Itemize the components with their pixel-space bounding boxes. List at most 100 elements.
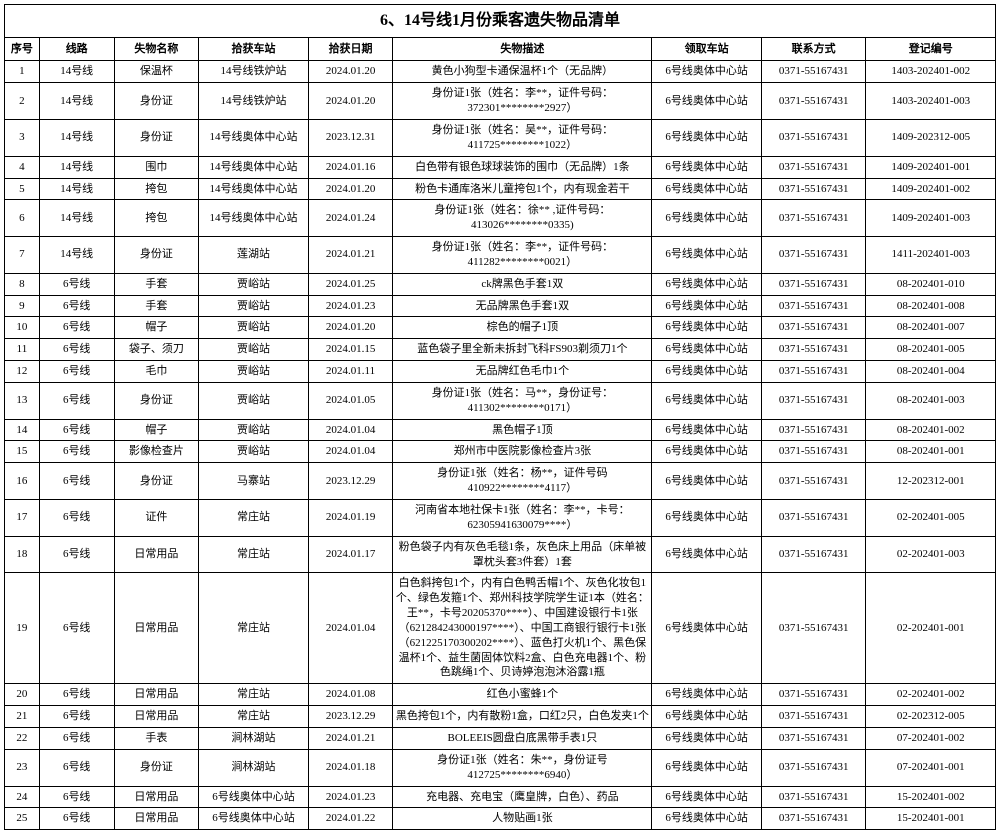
cell: 14号线 (39, 61, 114, 83)
cell: 贾峪站 (199, 441, 309, 463)
cell: 1411-202401-003 (866, 237, 996, 274)
column-header: 序号 (5, 37, 40, 61)
cell: 02-202401-002 (866, 684, 996, 706)
cell: 常庄站 (199, 500, 309, 537)
cell: 0371-55167431 (761, 273, 866, 295)
cell: 帽子 (114, 317, 199, 339)
cell: 6号线奥体中心站 (652, 200, 762, 237)
cell: 6号线奥体中心站 (652, 83, 762, 120)
cell: 6号线奥体中心站 (652, 573, 762, 684)
cell: 郑州市中医院影像检查片3张 (393, 441, 652, 463)
cell: 身份证1张（姓名：吴**，证件号码：411725********1022） (393, 119, 652, 156)
cell: 2024.01.17 (308, 536, 393, 573)
table-row: 146号线帽子贾峪站2024.01.04黑色帽子1顶6号线奥体中心站0371-5… (5, 419, 996, 441)
cell: 24 (5, 786, 40, 808)
cell: 0371-55167431 (761, 382, 866, 419)
cell: 6 (5, 200, 40, 237)
cell: 08-202401-008 (866, 295, 996, 317)
cell: 6号线 (39, 295, 114, 317)
cell: 0371-55167431 (761, 295, 866, 317)
cell: 2023.12.31 (308, 119, 393, 156)
lost-items-table: 6、14号线1月份乘客遗失物品清单 序号线路失物名称拾获车站拾获日期失物描述领取… (4, 4, 996, 830)
cell: 6号线奥体中心站 (652, 361, 762, 383)
cell: 0371-55167431 (761, 441, 866, 463)
table-row: 166号线身份证马寨站2023.12.29身份证1张（姓名：杨**，证件号码41… (5, 463, 996, 500)
cell: 15 (5, 441, 40, 463)
cell: 粉色卡通库洛米儿童挎包1个，内有现金若干 (393, 178, 652, 200)
cell: 挎包 (114, 178, 199, 200)
cell: 日常用品 (114, 808, 199, 830)
cell: 14号线 (39, 200, 114, 237)
cell: 6号线 (39, 573, 114, 684)
column-header: 失物描述 (393, 37, 652, 61)
cell: 黑色挎包1个，内有散粉1盒，口红2只，白色发夹1个 (393, 706, 652, 728)
cell: 0371-55167431 (761, 237, 866, 274)
cell: 0371-55167431 (761, 361, 866, 383)
cell: 6号线 (39, 786, 114, 808)
column-header: 拾获日期 (308, 37, 393, 61)
cell: 12-202312-001 (866, 463, 996, 500)
table-title: 6、14号线1月份乘客遗失物品清单 (5, 5, 996, 38)
table-row: 196号线日常用品常庄站2024.01.04白色斜挎包1个，内有白色鸭舌帽1个、… (5, 573, 996, 684)
column-header: 失物名称 (114, 37, 199, 61)
cell: 0371-55167431 (761, 808, 866, 830)
cell: 身份证1张（姓名：杨**，证件号码410922********4117） (393, 463, 652, 500)
cell: 08-202401-004 (866, 361, 996, 383)
cell: 0371-55167431 (761, 500, 866, 537)
cell: 0371-55167431 (761, 684, 866, 706)
cell: 日常用品 (114, 684, 199, 706)
cell: 日常用品 (114, 786, 199, 808)
cell: 6号线 (39, 706, 114, 728)
table-row: 206号线日常用品常庄站2024.01.08红色小蜜蜂1个6号线奥体中心站037… (5, 684, 996, 706)
cell: 身份证 (114, 749, 199, 786)
table-row: 614号线挎包14号线奥体中心站2024.01.24身份证1张（姓名：徐** ,… (5, 200, 996, 237)
cell: 手套 (114, 295, 199, 317)
cell: 6号线 (39, 500, 114, 537)
cell: 白色带有银色球球装饰的围巾（无品牌）1条 (393, 156, 652, 178)
cell: 棕色的帽子1顶 (393, 317, 652, 339)
cell: 22 (5, 727, 40, 749)
cell: 涧林湖站 (199, 749, 309, 786)
table-row: 514号线挎包14号线奥体中心站2024.01.20粉色卡通库洛米儿童挎包1个，… (5, 178, 996, 200)
cell: 红色小蜜蜂1个 (393, 684, 652, 706)
cell: 6号线 (39, 317, 114, 339)
cell: 2 (5, 83, 40, 120)
cell: 袋子、须刀 (114, 339, 199, 361)
table-row: 226号线手表涧林湖站2024.01.21BOLEEIS圆盘白底黑带手表1只6号… (5, 727, 996, 749)
cell: 2024.01.20 (308, 83, 393, 120)
cell: 涧林湖站 (199, 727, 309, 749)
cell: 6号线 (39, 808, 114, 830)
cell: 人物贴画1张 (393, 808, 652, 830)
cell: 08-202401-005 (866, 339, 996, 361)
cell: 常庄站 (199, 573, 309, 684)
cell: 无品牌红色毛巾1个 (393, 361, 652, 383)
cell: 0371-55167431 (761, 178, 866, 200)
cell: 帽子 (114, 419, 199, 441)
cell: 3 (5, 119, 40, 156)
cell: 02-202401-003 (866, 536, 996, 573)
cell: 贾峪站 (199, 361, 309, 383)
table-row: 714号线身份证莲湖站2024.01.21身份证1张（姓名：李**，证件号码：4… (5, 237, 996, 274)
cell: 白色斜挎包1个，内有白色鸭舌帽1个、灰色化妆包1个、绿色发箍1个、郑州科技学院学… (393, 573, 652, 684)
cell: 13 (5, 382, 40, 419)
cell: 6号线 (39, 273, 114, 295)
cell: 14号线奥体中心站 (199, 178, 309, 200)
cell: 6号线奥体中心站 (652, 808, 762, 830)
cell: 6号线 (39, 441, 114, 463)
cell: 12 (5, 361, 40, 383)
cell: 证件 (114, 500, 199, 537)
cell: 毛巾 (114, 361, 199, 383)
cell: 1409-202401-002 (866, 178, 996, 200)
cell: 0371-55167431 (761, 419, 866, 441)
cell: 14号线 (39, 178, 114, 200)
cell: 身份证1张（姓名：朱**，身份证号412725********6940） (393, 749, 652, 786)
cell: 0371-55167431 (761, 339, 866, 361)
cell: 6号线奥体中心站 (652, 382, 762, 419)
cell: 25 (5, 808, 40, 830)
cell: 2024.01.24 (308, 200, 393, 237)
cell: 6号线奥体中心站 (652, 156, 762, 178)
cell: 0371-55167431 (761, 200, 866, 237)
cell: 2024.01.20 (308, 61, 393, 83)
cell: 2024.01.04 (308, 419, 393, 441)
cell: 蓝色袋子里全新未拆封飞科FS903剃须刀1个 (393, 339, 652, 361)
